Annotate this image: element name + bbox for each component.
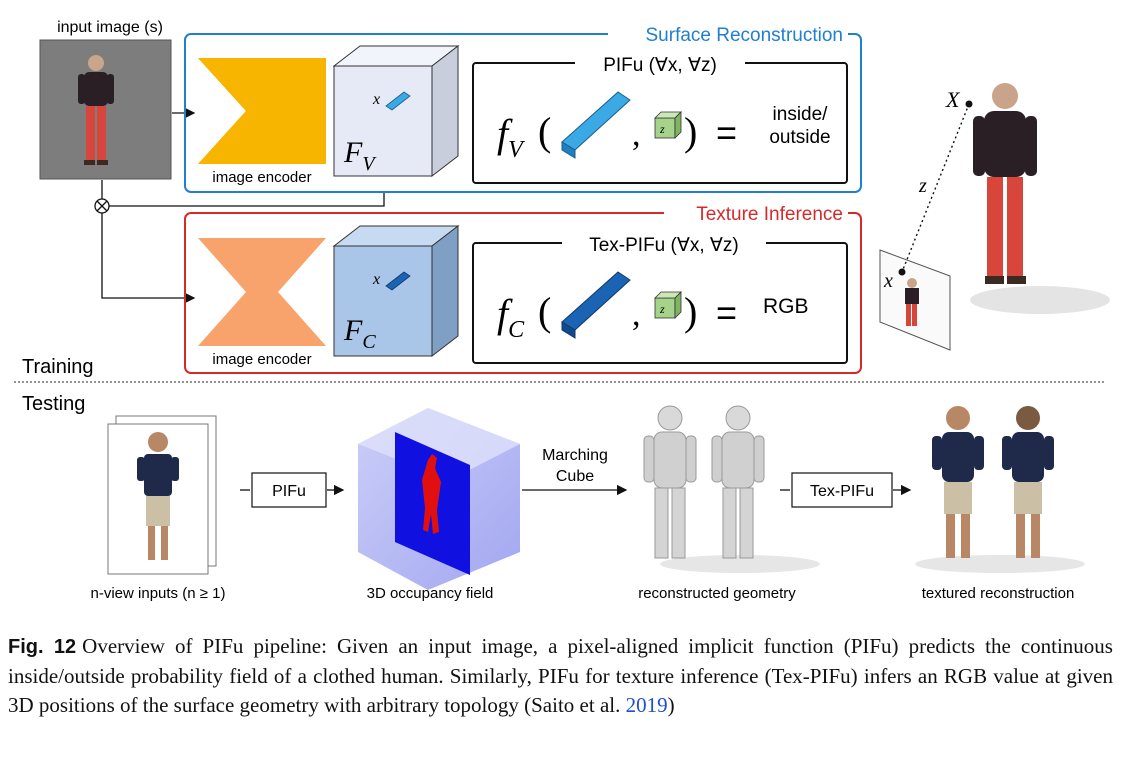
z-label-texture: z	[659, 302, 665, 316]
textured-reconstruction	[915, 406, 1085, 573]
figure-number: Fig. 12	[8, 636, 77, 658]
ray-line	[901, 103, 970, 273]
occupancy-cube	[358, 408, 520, 590]
x-label-texture: x	[372, 271, 380, 288]
svg-text:(: (	[538, 289, 551, 334]
surface-reconstruction-box	[184, 33, 862, 193]
pifu-test-box	[251, 472, 327, 508]
z-label-ray: z	[918, 175, 927, 197]
reconstructed-geometry	[643, 405, 820, 573]
texture-inference-title: Texture Inference	[696, 204, 843, 225]
image-encoder-texture	[198, 238, 326, 346]
z-label-surface: z	[659, 122, 665, 136]
input-image-label: input image (s)	[57, 19, 163, 36]
bar-surface	[561, 91, 631, 159]
feature-cube-texture	[332, 224, 460, 358]
surface-reconstruction-title: Surface Reconstruction	[646, 25, 844, 46]
x-label-plane: x	[883, 270, 893, 292]
marching-label-2: Cube	[556, 468, 594, 485]
caption-close: )	[667, 693, 675, 717]
comma-surface: ,	[632, 116, 641, 153]
feature-F-surface: FV	[343, 136, 377, 175]
input-image	[39, 39, 172, 180]
comma-texture: ,	[632, 296, 641, 333]
caption-text: Overview of PIFu pipeline: Given an inpu…	[8, 634, 1113, 717]
X-label: X	[945, 87, 961, 112]
textured-label: textured reconstruction	[922, 585, 1075, 602]
z-cube-texture	[654, 291, 682, 319]
marching-label-1: Marching	[542, 447, 608, 464]
output-inside: inside/	[773, 104, 829, 125]
figure-caption: Fig. 12 Overview of PIFu pipeline: Given …	[8, 632, 1113, 720]
image-encoder-surface-label: image encoder	[212, 169, 311, 186]
n-view-inputs-label: n-view inputs (n ≥ 1)	[91, 585, 226, 602]
eq-texture: =	[716, 292, 737, 333]
geometry-label: reconstructed geometry	[638, 585, 796, 602]
svg-text:(: (	[538, 109, 551, 154]
texpifu-test-box	[791, 472, 893, 508]
pifu-test-label: PIFu	[272, 483, 306, 500]
citation-link[interactable]: 2019	[625, 693, 668, 717]
func-fc: fC	[497, 291, 525, 343]
testing-label: Testing	[22, 393, 85, 415]
image-encoder-texture-label: image encoder	[212, 351, 311, 368]
person-3d	[970, 83, 1110, 314]
feature-F-texture: FC	[343, 314, 376, 353]
svg-text:): )	[684, 109, 697, 154]
feature-cube-surface	[332, 44, 460, 178]
texpifu-test-label: Tex-PIFu	[810, 483, 874, 500]
training-label: Training	[22, 356, 94, 378]
n-view-inputs	[107, 415, 217, 575]
output-rgb: RGB	[763, 295, 809, 318]
pifu-title: PIFu (∀x, ∀z)	[603, 55, 717, 76]
texture-inference-box	[184, 212, 862, 374]
z-cube-surface	[654, 111, 682, 139]
func-fv: fV	[497, 111, 525, 163]
output-outside: outside	[769, 127, 830, 148]
image-plane	[879, 249, 951, 351]
svg-text:): )	[684, 289, 697, 334]
bar-texture	[561, 271, 631, 339]
occupancy-label: 3D occupancy field	[367, 585, 494, 602]
eq-surface: =	[716, 112, 737, 153]
x-label-surface: x	[372, 91, 380, 108]
texpifu-title: Tex-PIFu (∀x, ∀z)	[589, 235, 739, 256]
multiply-icon	[94, 198, 110, 214]
pifu-diagram: input image (s) Surface Reconstruction i…	[14, 19, 1110, 602]
